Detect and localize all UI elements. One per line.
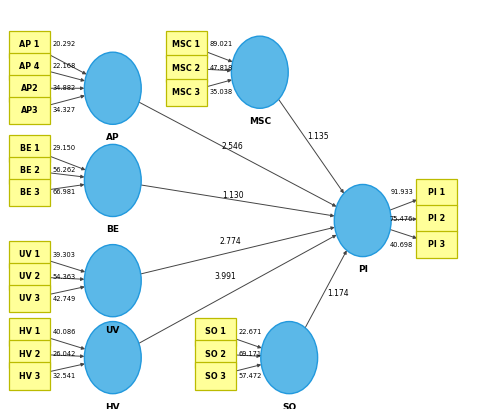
Text: 26.042: 26.042 — [52, 351, 76, 357]
Text: 47.818: 47.818 — [210, 65, 233, 71]
Text: HV: HV — [106, 402, 120, 409]
Text: HV 1: HV 1 — [19, 328, 40, 337]
Text: MSC: MSC — [248, 117, 271, 126]
FancyBboxPatch shape — [195, 318, 236, 346]
Text: BE 2: BE 2 — [20, 166, 40, 175]
Text: SO 2: SO 2 — [205, 350, 226, 359]
FancyBboxPatch shape — [9, 53, 50, 80]
Text: 54.363: 54.363 — [52, 274, 76, 280]
Text: SO 1: SO 1 — [206, 328, 226, 337]
Ellipse shape — [84, 321, 141, 394]
Text: UV 2: UV 2 — [19, 272, 40, 281]
Ellipse shape — [84, 52, 141, 124]
Text: MSC 2: MSC 2 — [172, 64, 201, 73]
Text: 29.150: 29.150 — [52, 145, 76, 151]
Text: PI 2: PI 2 — [428, 214, 445, 223]
FancyBboxPatch shape — [9, 241, 50, 268]
Ellipse shape — [334, 184, 391, 256]
Text: 22.671: 22.671 — [238, 329, 262, 335]
FancyBboxPatch shape — [9, 362, 50, 390]
FancyBboxPatch shape — [9, 31, 50, 58]
Text: 40.698: 40.698 — [390, 242, 413, 247]
Text: 3.991: 3.991 — [214, 272, 236, 281]
Text: PI 1: PI 1 — [428, 188, 445, 197]
Text: 91.933: 91.933 — [390, 189, 413, 196]
Text: SO 3: SO 3 — [206, 371, 226, 380]
Text: 39.303: 39.303 — [52, 252, 76, 258]
Text: BE: BE — [106, 225, 120, 234]
Text: HV 3: HV 3 — [19, 371, 40, 380]
FancyBboxPatch shape — [166, 31, 207, 58]
FancyBboxPatch shape — [195, 340, 236, 368]
Text: HV 2: HV 2 — [19, 350, 40, 359]
Text: MSC 3: MSC 3 — [172, 88, 201, 97]
Text: SO: SO — [282, 402, 296, 409]
Text: 1.135: 1.135 — [307, 132, 328, 141]
Text: 2.774: 2.774 — [220, 237, 242, 246]
FancyBboxPatch shape — [416, 179, 457, 206]
Text: 35.038: 35.038 — [210, 89, 233, 95]
Text: AP: AP — [106, 133, 120, 142]
Text: 34.882: 34.882 — [52, 85, 76, 91]
Text: BE 3: BE 3 — [20, 188, 40, 197]
FancyBboxPatch shape — [9, 135, 50, 162]
Text: AP 1: AP 1 — [20, 40, 40, 49]
Text: 69.171: 69.171 — [238, 351, 262, 357]
FancyBboxPatch shape — [166, 54, 207, 82]
Text: 42.749: 42.749 — [52, 296, 76, 302]
Text: AP3: AP3 — [20, 106, 38, 115]
Text: 56.262: 56.262 — [52, 167, 76, 173]
Text: 20.292: 20.292 — [52, 41, 76, 47]
Text: 66.981: 66.981 — [52, 189, 76, 196]
Text: MSC 1: MSC 1 — [172, 40, 201, 49]
FancyBboxPatch shape — [9, 285, 50, 312]
FancyBboxPatch shape — [9, 318, 50, 346]
FancyBboxPatch shape — [195, 362, 236, 390]
FancyBboxPatch shape — [416, 205, 457, 232]
Text: 34.327: 34.327 — [52, 107, 76, 113]
FancyBboxPatch shape — [9, 340, 50, 368]
Text: 1.174: 1.174 — [328, 289, 349, 298]
Text: 32.541: 32.541 — [52, 373, 76, 379]
Ellipse shape — [261, 321, 318, 394]
Text: 22.168: 22.168 — [52, 63, 76, 69]
Text: UV 3: UV 3 — [19, 294, 40, 303]
Text: BE 1: BE 1 — [20, 144, 40, 153]
FancyBboxPatch shape — [9, 157, 50, 184]
Ellipse shape — [84, 245, 141, 317]
Text: 2.546: 2.546 — [222, 142, 244, 151]
Text: 75.476: 75.476 — [390, 216, 413, 222]
FancyBboxPatch shape — [166, 79, 207, 106]
Ellipse shape — [232, 36, 288, 108]
Ellipse shape — [84, 144, 141, 216]
FancyBboxPatch shape — [9, 97, 50, 124]
FancyBboxPatch shape — [9, 74, 50, 102]
Text: UV 1: UV 1 — [19, 250, 40, 259]
Text: PI: PI — [358, 265, 368, 274]
Text: 57.472: 57.472 — [238, 373, 262, 379]
Text: 89.021: 89.021 — [210, 41, 233, 47]
FancyBboxPatch shape — [416, 231, 457, 258]
Text: AP 4: AP 4 — [20, 62, 40, 71]
FancyBboxPatch shape — [9, 179, 50, 206]
Text: UV: UV — [106, 326, 120, 335]
Text: AP2: AP2 — [20, 84, 38, 93]
FancyBboxPatch shape — [9, 263, 50, 290]
Text: 40.086: 40.086 — [52, 329, 76, 335]
Text: PI 3: PI 3 — [428, 240, 445, 249]
Text: 1.130: 1.130 — [222, 191, 244, 200]
